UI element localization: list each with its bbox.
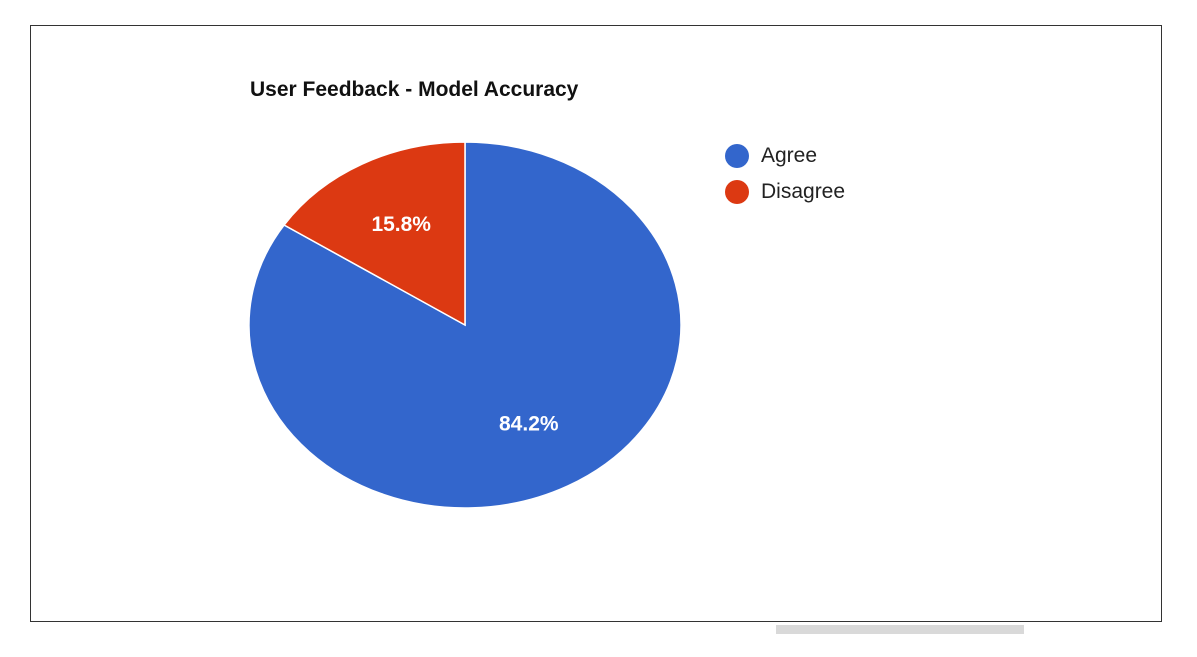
pie-slice-disagree[interactable] xyxy=(282,141,466,327)
legend-label-agree: Agree xyxy=(761,144,818,167)
legend-label-disagree: Disagree xyxy=(761,180,846,203)
horizontal-scrollbar[interactable] xyxy=(776,625,1024,634)
slice-label-disagree: 15.8% xyxy=(371,213,431,236)
legend-item-disagree[interactable]: Disagree xyxy=(725,174,845,210)
legend-swatch-agree xyxy=(725,144,749,168)
chart-container: User Feedback - Model Accuracy 84.2% 15.8… xyxy=(30,25,1162,622)
chart-legend: Agree Disagree xyxy=(725,138,845,210)
chart-title: User Feedback - Model Accuracy xyxy=(250,78,579,101)
legend-swatch-disagree xyxy=(725,180,749,204)
legend-item-agree[interactable]: Agree xyxy=(725,138,845,174)
pie-chart: 84.2% 15.8% xyxy=(248,141,682,509)
slice-label-agree: 84.2% xyxy=(499,412,559,435)
